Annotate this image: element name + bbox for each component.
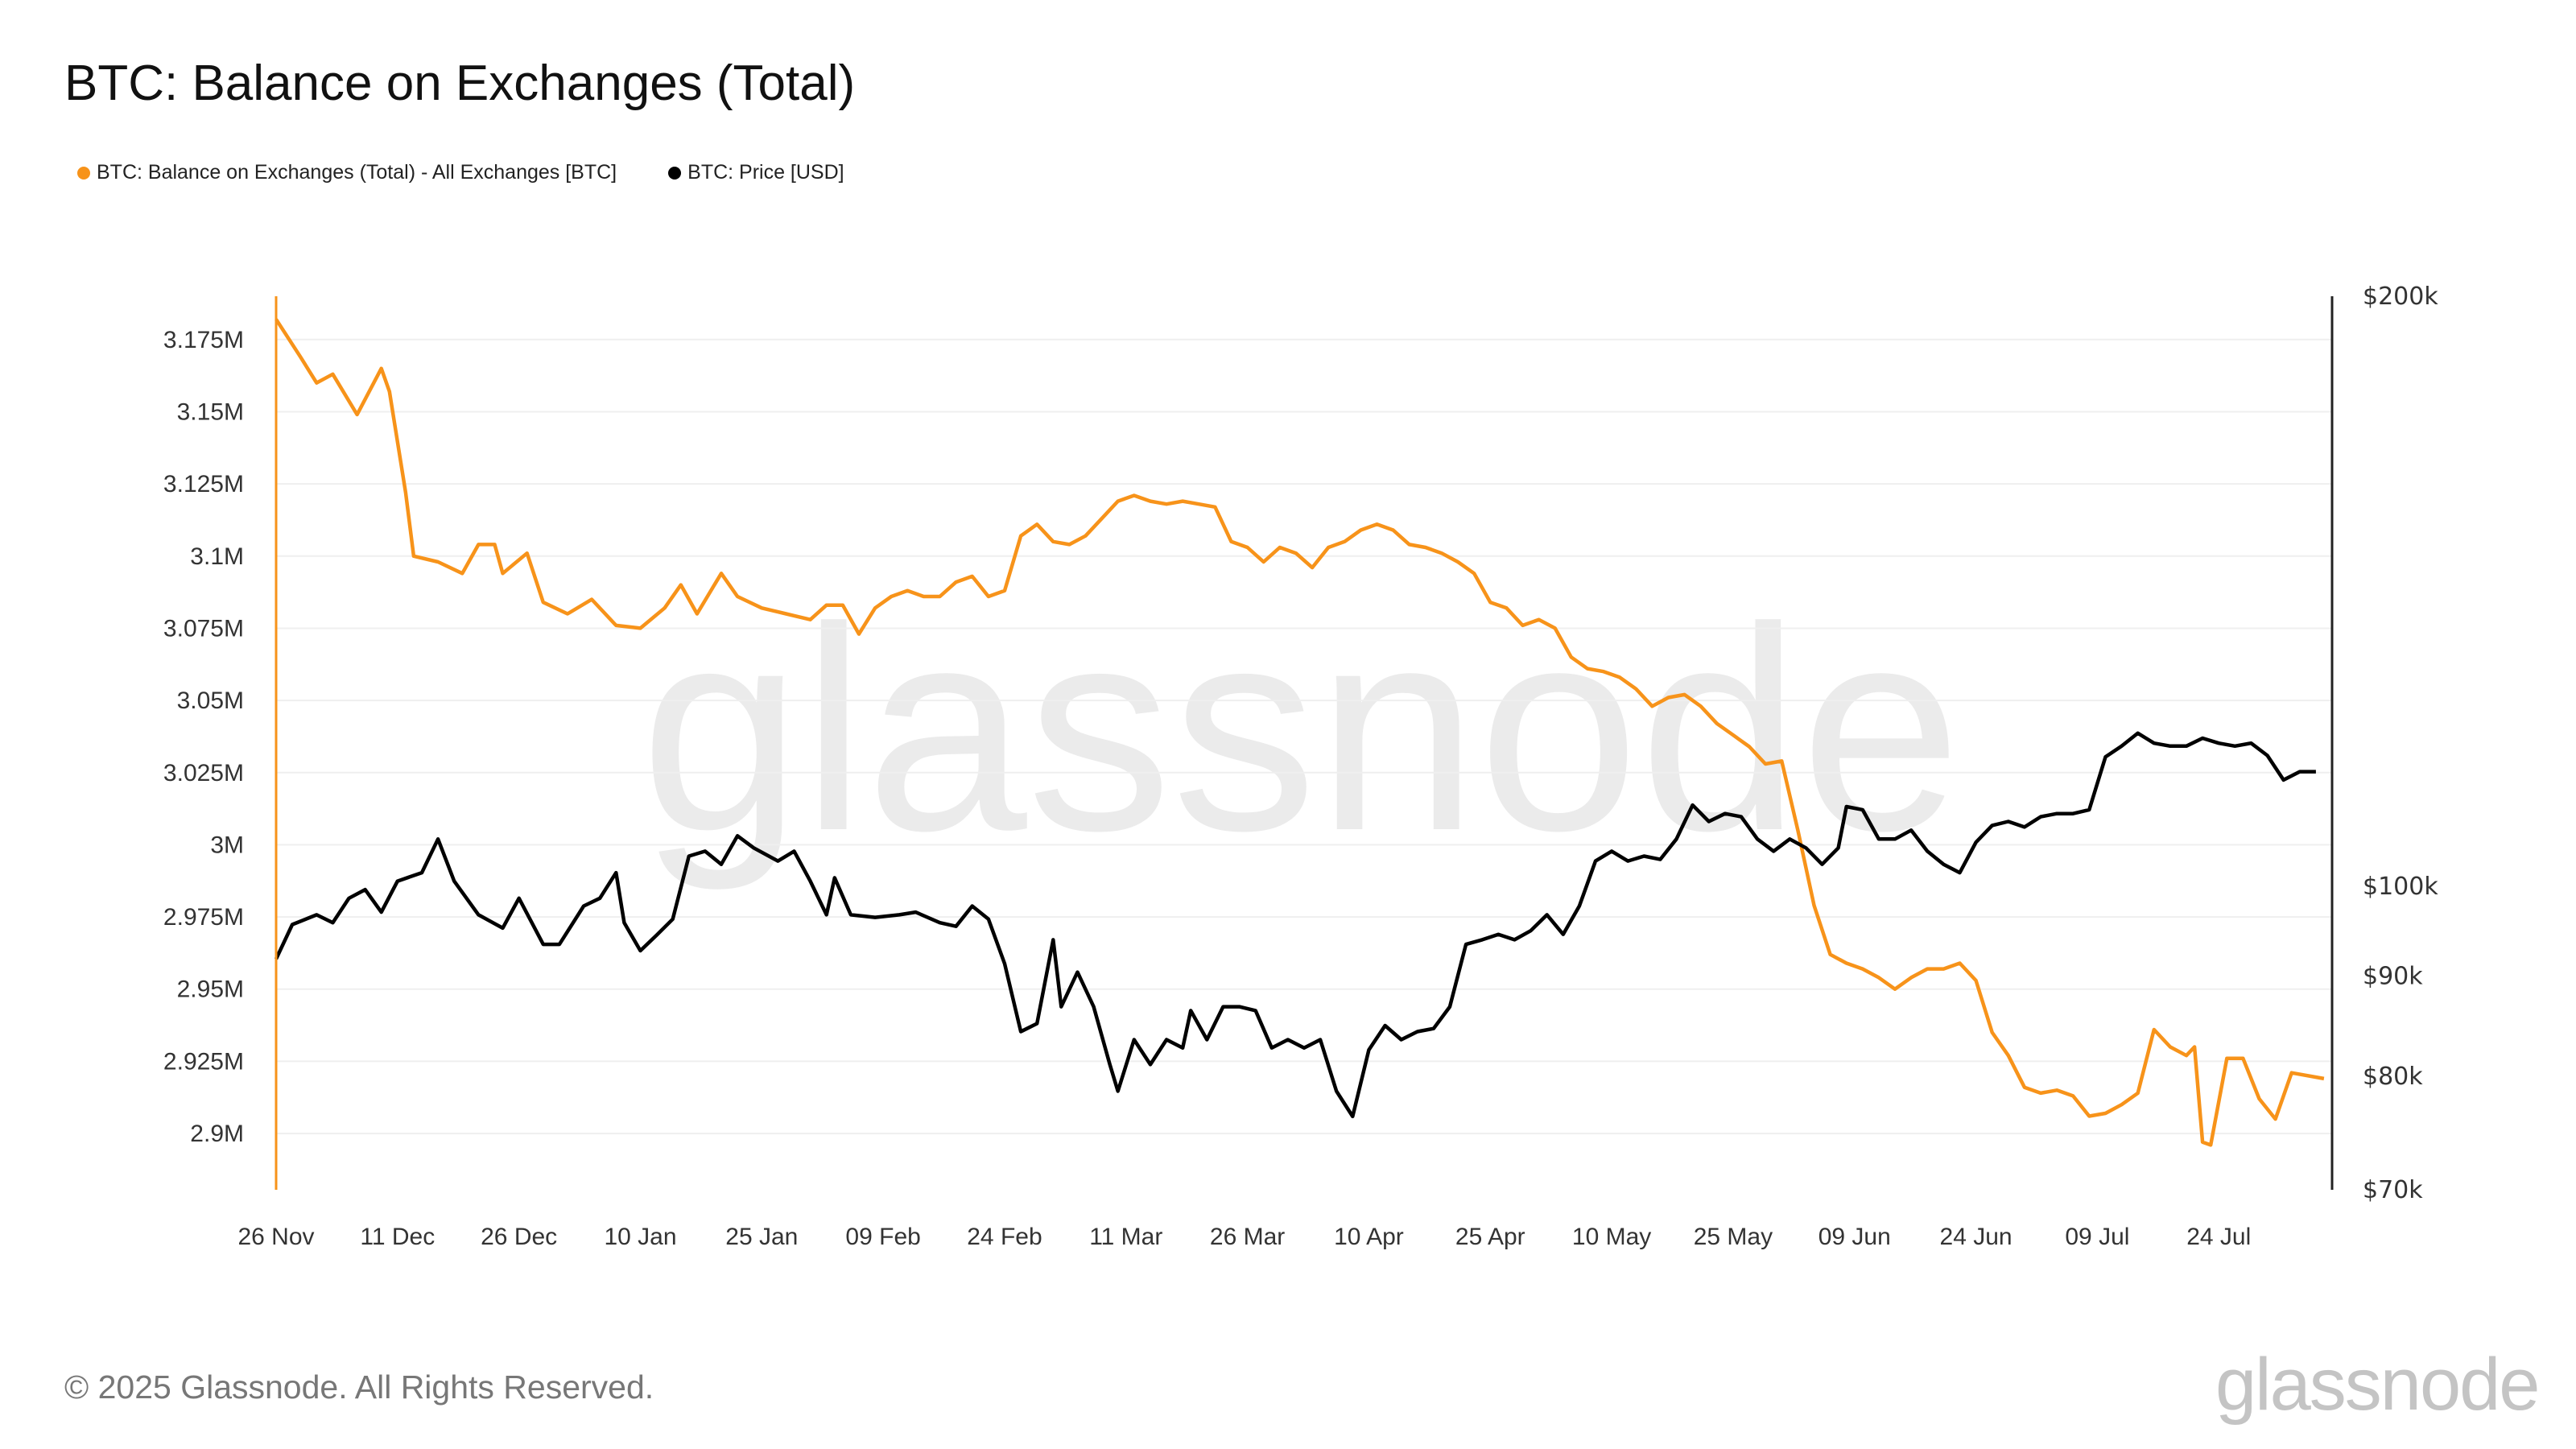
legend-dot-icon (77, 166, 90, 180)
x-tick-label: 09 Jul (2065, 1224, 2129, 1250)
y-left-tick-label: 2.925M (163, 1048, 244, 1075)
series-line-price (274, 731, 2316, 1119)
x-tick-label: 10 Jan (604, 1224, 676, 1250)
y-left-tick-label: 3M (210, 832, 244, 858)
x-tick-label: 25 Apr (1455, 1224, 1525, 1250)
glassnode-logo: glassnode (2215, 1344, 2540, 1426)
y-left-tick-label: 3.075M (163, 615, 244, 642)
x-tick-label: 24 Jul (2186, 1224, 2251, 1250)
legend: BTC: Balance on Exchanges (Total) - All … (77, 161, 844, 184)
x-tick-label: 25 May (1694, 1224, 1773, 1250)
x-tick-label: 24 Jun (1940, 1224, 2013, 1250)
legend-label: BTC: Price [USD] (687, 161, 844, 184)
y-right-tick-label: $70k (2363, 1176, 2423, 1204)
y-left-tick-label: 3.05M (177, 687, 244, 714)
y-left-tick-label: 3.1M (190, 543, 244, 570)
series-line-balance (275, 318, 2325, 1147)
y-right-tick-label: $80k (2363, 1063, 2423, 1091)
legend-dot-icon (668, 166, 682, 180)
y-left-tick-label: 3.125M (163, 471, 244, 497)
legend-item-balance[interactable]: BTC: Balance on Exchanges (Total) - All … (77, 161, 617, 184)
legend-item-price[interactable]: BTC: Price [USD] (668, 161, 844, 184)
y-right-tick-label: $100k (2363, 873, 2438, 901)
x-tick-label: 11 Mar (1089, 1224, 1162, 1250)
y-right-tick-label: $90k (2363, 962, 2423, 990)
x-tick-label: 24 Feb (967, 1224, 1042, 1250)
x-tick-label: 11 Dec (360, 1224, 435, 1250)
y-right-tick-label: $200k (2363, 283, 2438, 311)
legend-label: BTC: Balance on Exchanges (Total) - All … (97, 161, 617, 184)
y-left-tick-label: 3.15M (177, 398, 244, 425)
x-tick-label: 26 Dec (481, 1224, 557, 1250)
x-tick-label: 10 Apr (1334, 1224, 1404, 1250)
chart-title: BTC: Balance on Exchanges (Total) (64, 56, 856, 111)
x-tick-label: 10 May (1572, 1224, 1651, 1250)
y-left-tick-label: 3.025M (163, 760, 244, 786)
x-tick-label: 26 Mar (1210, 1224, 1285, 1250)
y-left-tick-label: 2.9M (190, 1121, 244, 1147)
x-tick-label: 09 Feb (845, 1224, 920, 1250)
y-left-tick-label: 2.975M (163, 904, 244, 931)
y-left-tick-label: 3.175M (163, 327, 244, 353)
x-tick-label: 09 Jun (1818, 1224, 1891, 1250)
x-tick-label: 26 Nov (237, 1224, 314, 1250)
y-left-tick-label: 2.95M (177, 976, 244, 1003)
watermark: glassnode (640, 568, 1961, 893)
copyright: © 2025 Glassnode. All Rights Reserved. (64, 1368, 654, 1406)
x-tick-label: 25 Jan (725, 1224, 798, 1250)
